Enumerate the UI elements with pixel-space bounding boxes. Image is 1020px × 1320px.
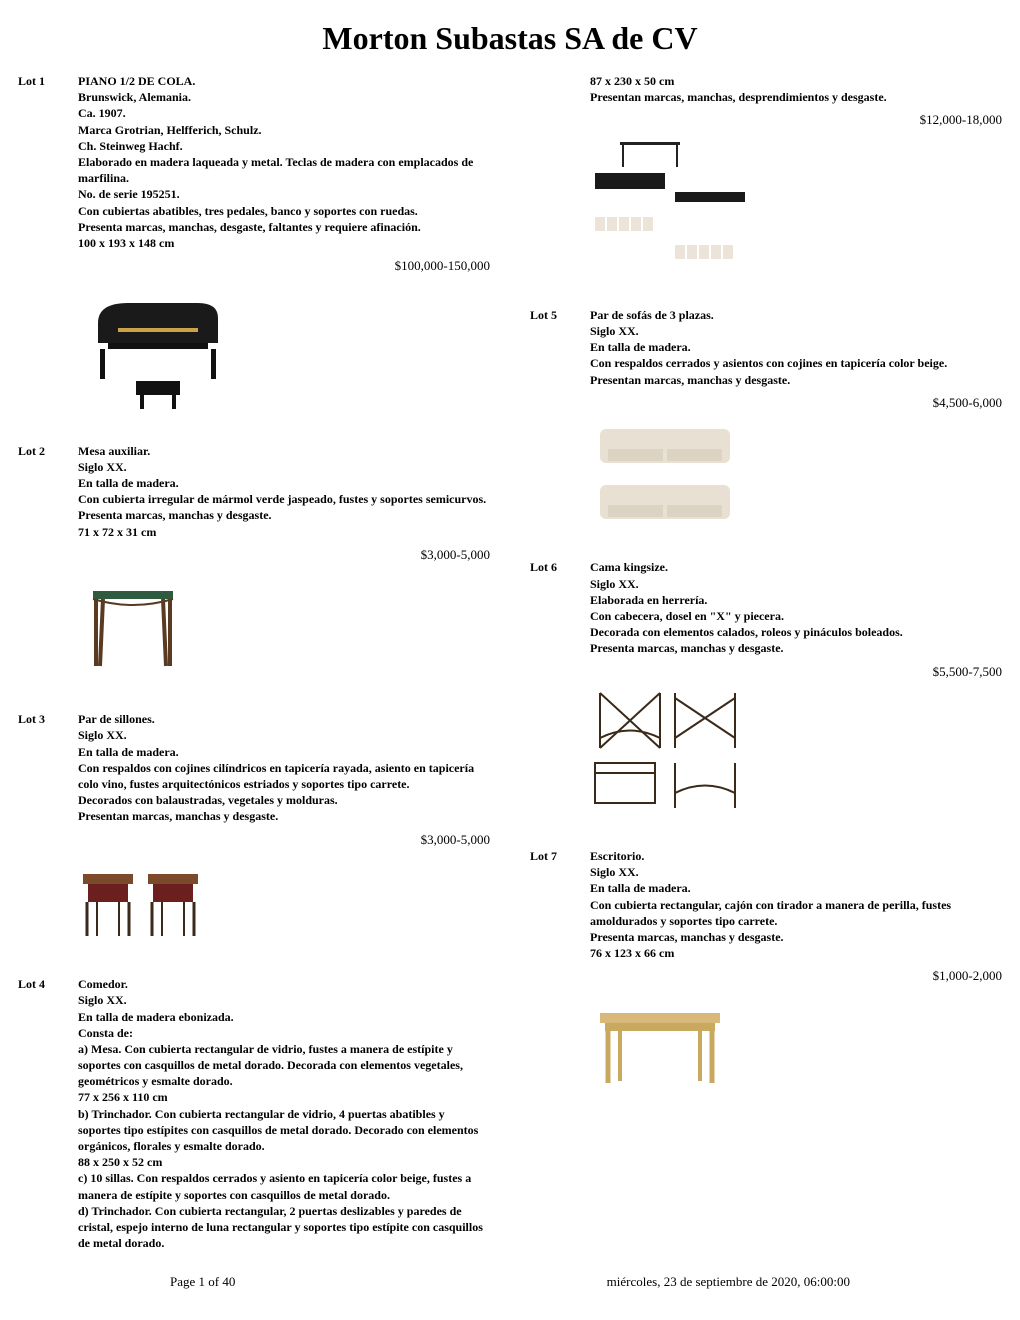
lot-line: En talla de madera. bbox=[590, 880, 1002, 896]
lot-line: En talla de madera. bbox=[78, 475, 490, 491]
lot: Lot 1PIANO 1/2 DE COLA.Brunswick, Aleman… bbox=[18, 73, 490, 433]
lot-line: Siglo XX. bbox=[590, 576, 1002, 592]
lot-line: Con cabecera, dosel en "X" y piecera. bbox=[590, 608, 1002, 624]
lot-line: Presenta marcas, manchas, desgaste, falt… bbox=[78, 219, 490, 235]
lot-line: Presentan marcas, manchas y desgaste. bbox=[590, 372, 1002, 388]
lot-line: Siglo XX. bbox=[78, 727, 490, 743]
lot-body: Mesa auxiliar.Siglo XX.En talla de mader… bbox=[78, 443, 490, 702]
lot-image bbox=[590, 419, 1002, 529]
lot-line: Siglo XX. bbox=[78, 992, 490, 1008]
lot-number: Lot 1 bbox=[18, 73, 78, 433]
lot-line: Consta de: bbox=[78, 1025, 490, 1041]
lot-line: Par de sillones. bbox=[78, 711, 490, 727]
lot-line: PIANO 1/2 DE COLA. bbox=[78, 73, 490, 89]
lot-image bbox=[590, 137, 1002, 277]
lot-number: Lot 7 bbox=[530, 848, 590, 1113]
lot-body: Par de sofás de 3 plazas.Siglo XX.En tal… bbox=[590, 307, 1002, 549]
lot-line: Escritorio. bbox=[590, 848, 1002, 864]
lot-line: b) Trinchador. Con cubierta rectangular … bbox=[78, 1106, 490, 1155]
lot-line: a) Mesa. Con cubierta rectangular de vid… bbox=[78, 1041, 490, 1090]
lot-body: 87 x 230 x 50 cmPresentan marcas, mancha… bbox=[590, 73, 1002, 297]
lot-line: Con cubiertas abatibles, tres pedales, b… bbox=[78, 203, 490, 219]
lot-line: En talla de madera. bbox=[590, 339, 1002, 355]
column-right: 87 x 230 x 50 cmPresentan marcas, mancha… bbox=[530, 73, 1002, 1261]
lot-number: Lot 4 bbox=[18, 976, 78, 1251]
page-date: miércoles, 23 de septiembre de 2020, 06:… bbox=[607, 1274, 850, 1290]
lot-line: Presenta marcas, manchas y desgaste. bbox=[590, 929, 1002, 945]
lot-line: Comedor. bbox=[78, 976, 490, 992]
lot-line: Presenta marcas, manchas y desgaste. bbox=[590, 640, 1002, 656]
lot-estimate: $1,000-2,000 bbox=[590, 967, 1002, 985]
lot: Lot 4Comedor.Siglo XX.En talla de madera… bbox=[18, 976, 490, 1251]
lot: Lot 3Par de sillones.Siglo XX.En talla d… bbox=[18, 711, 490, 966]
lot-line: Decorada con elementos calados, roleos y… bbox=[590, 624, 1002, 640]
lot-image bbox=[78, 283, 490, 413]
lot-line: 100 x 193 x 148 cm bbox=[78, 235, 490, 251]
lot-line: Presentan marcas, manchas y desgaste. bbox=[78, 808, 490, 824]
lot-estimate: $3,000-5,000 bbox=[78, 546, 490, 564]
lot-line: c) 10 sillas. Con respaldos cerrados y a… bbox=[78, 1170, 490, 1202]
lot: 87 x 230 x 50 cmPresentan marcas, mancha… bbox=[530, 73, 1002, 297]
lot-line: No. de serie 195251. bbox=[78, 186, 490, 202]
lot-line: 77 x 256 x 110 cm bbox=[78, 1089, 490, 1105]
lot-image bbox=[590, 688, 1002, 818]
lot-body: Cama kingsize.Siglo XX.Elaborada en herr… bbox=[590, 559, 1002, 838]
lot-line: Con cubierta irregular de mármol verde j… bbox=[78, 491, 490, 507]
lot-line: Elaborado en madera laqueada y metal. Te… bbox=[78, 154, 490, 186]
lot-image bbox=[78, 571, 490, 681]
lot-body: Par de sillones.Siglo XX.En talla de mad… bbox=[78, 711, 490, 966]
lot-line: Brunswick, Alemania. bbox=[78, 89, 490, 105]
footer: Page 1 of 40 miércoles, 23 de septiembre… bbox=[0, 1274, 1020, 1290]
lot-line: Elaborada en herrería. bbox=[590, 592, 1002, 608]
page-title: Morton Subastas SA de CV bbox=[18, 20, 1002, 57]
lot-estimate: $4,500-6,000 bbox=[590, 394, 1002, 412]
lot-line: d) Trinchador. Con cubierta rectangular,… bbox=[78, 1203, 490, 1252]
lot: Lot 2Mesa auxiliar.Siglo XX.En talla de … bbox=[18, 443, 490, 702]
lot-number: Lot 5 bbox=[530, 307, 590, 549]
lot-estimate: $12,000-18,000 bbox=[590, 111, 1002, 129]
lot: Lot 7Escritorio.Siglo XX.En talla de mad… bbox=[530, 848, 1002, 1113]
lot-line: Con cubierta rectangular, cajón con tira… bbox=[590, 897, 1002, 929]
lot-line: En talla de madera. bbox=[78, 744, 490, 760]
lot-line: Par de sofás de 3 plazas. bbox=[590, 307, 1002, 323]
lot-line: Ch. Steinweg Hachf. bbox=[78, 138, 490, 154]
lot-body: Comedor.Siglo XX.En talla de madera ebon… bbox=[78, 976, 490, 1251]
lot-number: Lot 3 bbox=[18, 711, 78, 966]
lot-number: Lot 2 bbox=[18, 443, 78, 702]
lot-line: Presenta marcas, manchas y desgaste. bbox=[78, 507, 490, 523]
column-left: Lot 1PIANO 1/2 DE COLA.Brunswick, Aleman… bbox=[18, 73, 490, 1261]
lot: Lot 5Par de sofás de 3 plazas.Siglo XX.E… bbox=[530, 307, 1002, 549]
lot-body: Escritorio.Siglo XX.En talla de madera.C… bbox=[590, 848, 1002, 1113]
lot-line: Con respaldos con cojines cilíndricos en… bbox=[78, 760, 490, 792]
lot: Lot 6Cama kingsize.Siglo XX.Elaborada en… bbox=[530, 559, 1002, 838]
lot-line: Presentan marcas, manchas, desprendimien… bbox=[590, 89, 1002, 105]
lot-line: Ca. 1907. bbox=[78, 105, 490, 121]
lot-image bbox=[78, 856, 490, 946]
lot-line: Siglo XX. bbox=[590, 323, 1002, 339]
lot-line: Con respaldos cerrados y asientos con co… bbox=[590, 355, 1002, 371]
lot-line: Siglo XX. bbox=[78, 459, 490, 475]
lot-line: 71 x 72 x 31 cm bbox=[78, 524, 490, 540]
lot-line: Marca Grotrian, Helfferich, Schulz. bbox=[78, 122, 490, 138]
columns: Lot 1PIANO 1/2 DE COLA.Brunswick, Aleman… bbox=[18, 73, 1002, 1261]
lot-estimate: $3,000-5,000 bbox=[78, 831, 490, 849]
lot-line: 88 x 250 x 52 cm bbox=[78, 1154, 490, 1170]
lot-line: Cama kingsize. bbox=[590, 559, 1002, 575]
lot-line: 76 x 123 x 66 cm bbox=[590, 945, 1002, 961]
lot-image bbox=[590, 993, 1002, 1093]
lot-line: Decorados con balaustradas, vegetales y … bbox=[78, 792, 490, 808]
lot-line: En talla de madera ebonizada. bbox=[78, 1009, 490, 1025]
lot-line: 87 x 230 x 50 cm bbox=[590, 73, 1002, 89]
lot-estimate: $100,000-150,000 bbox=[78, 257, 490, 275]
lot-number bbox=[530, 73, 590, 297]
lot-body: PIANO 1/2 DE COLA.Brunswick, Alemania.Ca… bbox=[78, 73, 490, 433]
lot-line: Siglo XX. bbox=[590, 864, 1002, 880]
lot-line: Mesa auxiliar. bbox=[78, 443, 490, 459]
page-number: Page 1 of 40 bbox=[170, 1274, 235, 1290]
lot-number: Lot 6 bbox=[530, 559, 590, 838]
lot-estimate: $5,500-7,500 bbox=[590, 663, 1002, 681]
